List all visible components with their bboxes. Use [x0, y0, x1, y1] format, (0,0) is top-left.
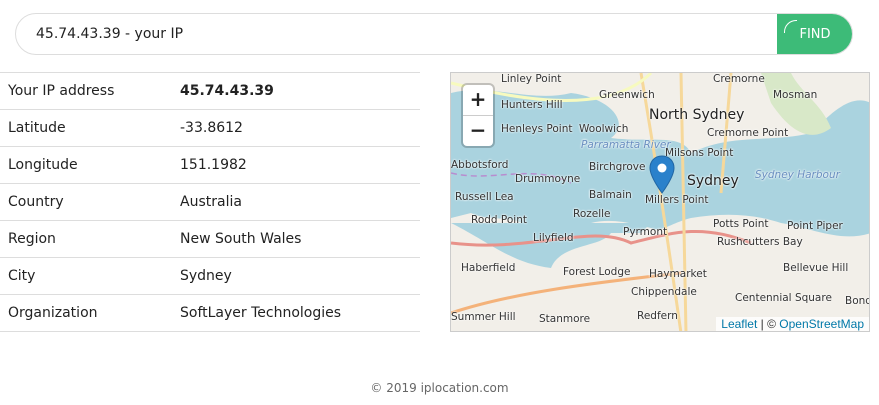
map-place-label: Henleys Point: [501, 123, 573, 135]
map-pin-icon[interactable]: [649, 155, 675, 195]
map-place-label: Russell Lea: [455, 191, 514, 203]
row-label: City: [0, 257, 172, 295]
zoom-out-button[interactable]: −: [469, 118, 487, 142]
map-place-label: Bondi: [845, 295, 869, 307]
row-label: Your IP address: [0, 72, 172, 110]
map-place-label: Summer Hill: [451, 311, 516, 323]
map-place-label: Redfern: [637, 310, 678, 322]
map-attribution: Leaflet | © OpenStreetMap: [716, 317, 869, 331]
footer: © 2019 iplocation.com: [370, 381, 509, 395]
attribution-separator: | ©: [757, 317, 780, 331]
map-place-label: Pyrmont: [623, 226, 668, 238]
osm-link[interactable]: OpenStreetMap: [779, 317, 864, 331]
map-place-label: Sydney Harbour: [755, 169, 840, 181]
row-label: Region: [0, 220, 172, 258]
map-place-label: Sydney: [687, 173, 739, 189]
map-place-label: Bellevue Hill: [783, 262, 849, 274]
row-label: Organization: [0, 294, 172, 332]
table-row: Longitude 151.1982: [0, 146, 420, 184]
map[interactable]: Linley Point Greenwich Cremorne Mosman Hunte…: [450, 72, 870, 332]
map-place-label: Point Piper: [787, 220, 843, 232]
ip-info-table: Your IP address 45.74.43.39 Latitude -33.86…: [0, 72, 420, 332]
map-place-label: Potts Point: [713, 218, 769, 230]
map-place-label: North Sydney: [649, 107, 745, 123]
table-row: Country Australia: [0, 183, 420, 221]
map-place-label: Rodd Point: [471, 214, 527, 226]
leaflet-link[interactable]: Leaflet: [721, 317, 758, 331]
map-place-label: Rozelle: [573, 208, 611, 220]
map-place-label: Greenwich: [599, 89, 655, 101]
row-value: Australia: [172, 183, 420, 221]
table-row: Your IP address 45.74.43.39: [0, 72, 420, 110]
map-place-label: Birchgrove: [589, 161, 646, 173]
row-value: Sydney: [172, 257, 420, 295]
map-place-label: Forest Lodge: [563, 266, 631, 278]
zoom-control: + −: [463, 85, 493, 146]
table-row: City Sydney: [0, 257, 420, 295]
map-place-label: Parramatta River: [581, 139, 671, 151]
map-place-label: Centennial Square: [735, 292, 832, 304]
find-label: FIND: [799, 26, 831, 42]
row-label: Country: [0, 183, 172, 221]
map-place-label: Balmain: [589, 189, 632, 201]
zoom-in-button[interactable]: +: [463, 85, 493, 116]
map-place-label: Stanmore: [539, 313, 591, 325]
map-place-label: Chippendale: [631, 286, 697, 298]
map-place-label: Drummoyne: [515, 173, 581, 185]
row-value: 45.74.43.39: [172, 72, 420, 110]
map-place-label: Linley Point: [501, 73, 562, 85]
map-place-label: Rushcutters Bay: [717, 236, 803, 248]
row-label: Longitude: [0, 146, 172, 184]
map-place-label: Cremorne: [713, 73, 765, 85]
map-place-label: Hunters Hill: [501, 99, 563, 111]
search-bar: FIND: [15, 13, 853, 55]
map-place-label: Mosman: [773, 89, 818, 101]
row-value: 151.1982: [172, 146, 420, 184]
spinner-icon: [784, 20, 797, 33]
map-place-label: Haymarket: [649, 268, 707, 280]
map-place-label: Millers Point: [645, 194, 709, 206]
search-input[interactable]: [36, 14, 776, 54]
find-button[interactable]: FIND: [777, 14, 852, 54]
table-row: Latitude -33.8612: [0, 109, 420, 147]
row-value: SoftLayer Technologies: [172, 294, 420, 332]
row-value: New South Wales: [172, 220, 420, 258]
table-row: Organization SoftLayer Technologies: [0, 294, 420, 332]
row-label: Latitude: [0, 109, 172, 147]
map-place-label: Cremorne Point: [707, 127, 789, 139]
map-place-label: Haberfield: [461, 262, 516, 274]
table-row: Region New South Wales: [0, 220, 420, 258]
map-place-label: Woolwich: [579, 123, 629, 135]
map-place-label: Milsons Point: [665, 147, 734, 159]
map-place-label: Abbotsford: [451, 159, 509, 171]
map-place-label: Lilyfield: [533, 232, 574, 244]
row-value: -33.8612: [172, 109, 420, 147]
